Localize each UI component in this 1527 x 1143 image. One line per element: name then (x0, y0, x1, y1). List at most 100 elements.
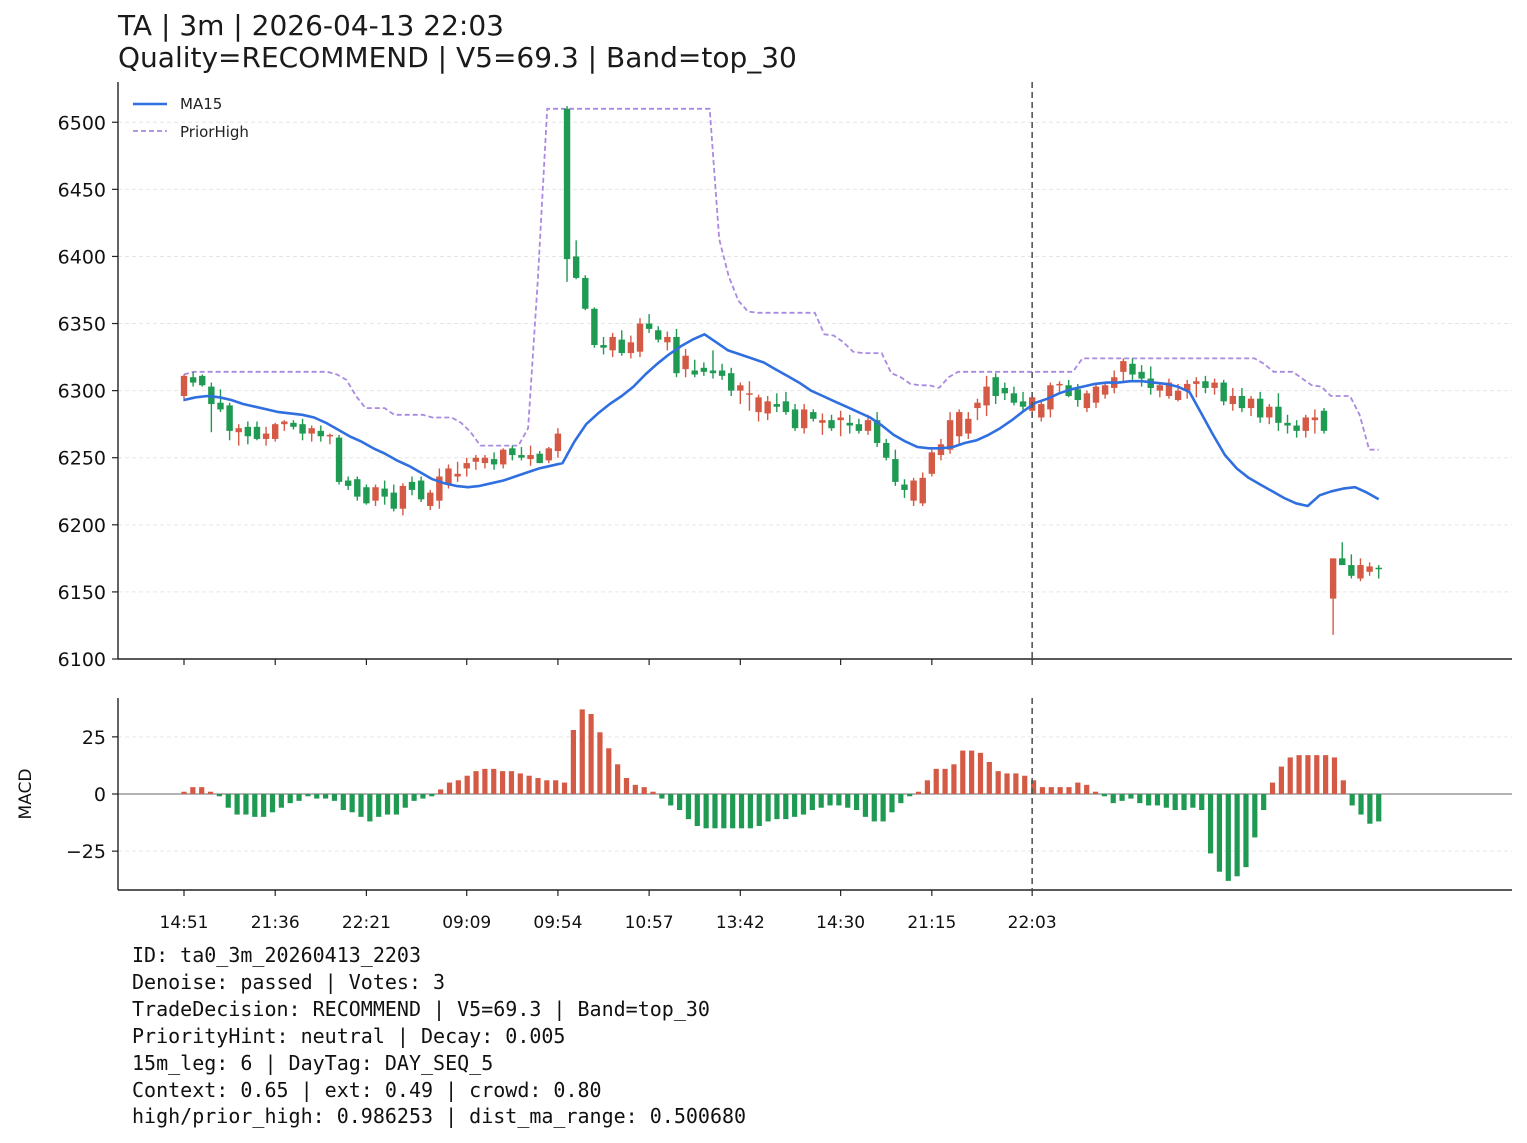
candle-body (755, 397, 762, 413)
macd-bar (1349, 794, 1355, 806)
candle (536, 451, 543, 464)
macd-bar (1137, 794, 1143, 804)
candle-body (290, 422, 297, 427)
macd-bar (1314, 755, 1320, 794)
x-tick-label: 09:54 (533, 913, 582, 933)
macd-bar (544, 780, 550, 794)
ma15-series (183, 333, 1380, 508)
candle (764, 395, 771, 421)
candle-body (1156, 385, 1164, 391)
candle-body (800, 409, 808, 429)
candle-body (281, 421, 288, 425)
candle-body (1247, 398, 1255, 409)
candle (864, 414, 872, 435)
candle (290, 420, 297, 430)
candle (180, 374, 188, 402)
ma15-line (183, 333, 1380, 508)
candle (1348, 554, 1355, 579)
macd-bar (632, 784, 638, 794)
candle-body (1193, 381, 1200, 384)
candle-body (180, 375, 188, 396)
macd-bar (358, 794, 364, 817)
candle-body (655, 330, 662, 340)
candle (417, 476, 425, 503)
candle (1202, 375, 1209, 394)
candle (1101, 382, 1109, 399)
macd-y-axis-label: MACD (16, 769, 36, 820)
candle-body (974, 402, 981, 409)
candle (664, 331, 671, 351)
macd-y-tick-label: 25 (82, 727, 106, 749)
candle (509, 445, 516, 461)
candle-body (1275, 406, 1282, 423)
candle-body (636, 323, 644, 352)
candle-body (1074, 389, 1081, 401)
candle-body (509, 448, 516, 456)
macd-bar (668, 794, 674, 806)
candle-body (226, 405, 233, 431)
candle (965, 412, 972, 439)
candle-body (500, 449, 507, 465)
candle-body (1165, 382, 1173, 396)
candle-body (454, 473, 461, 477)
macd-bar (517, 773, 523, 794)
x-tick-label: 21:15 (907, 913, 956, 933)
legend-ma15-label: MA15 (180, 95, 222, 113)
candle (490, 452, 498, 470)
info-line: PriorityHint: neutral | Decay: 0.005 (132, 1023, 566, 1048)
macd-bar (889, 794, 895, 813)
price-y-tick-label: 6400 (58, 246, 106, 268)
macd-bar (287, 794, 293, 804)
candle-body (308, 428, 315, 434)
macd-bar (402, 794, 408, 808)
candle (1038, 400, 1045, 422)
candle-body (819, 420, 826, 423)
macd-bar (898, 794, 904, 804)
candle (591, 307, 598, 348)
candle (1375, 565, 1382, 579)
info-line: 15m_leg: 6 | DayTag: DAY_SEQ_5 (132, 1050, 494, 1075)
macd-bar (579, 709, 585, 794)
candle (1184, 379, 1191, 399)
macd-bar (570, 730, 576, 794)
macd-bars (181, 709, 1382, 881)
macd-bar (438, 789, 444, 794)
x-tick-label: 22:21 (342, 913, 391, 933)
candle (828, 414, 835, 431)
macd-bar (792, 794, 798, 817)
candle-body (1092, 386, 1100, 403)
macd-bar (261, 794, 267, 817)
candle (281, 420, 288, 431)
candle-body (782, 401, 790, 413)
macd-y-tick-label: 0 (94, 784, 106, 806)
candle-body (1001, 387, 1008, 394)
macd-bar (800, 794, 807, 815)
macd-bar (464, 775, 470, 794)
candle (1339, 542, 1346, 566)
macd-bar (1225, 794, 1231, 881)
candle (928, 449, 936, 477)
candle-body (1238, 395, 1246, 409)
macd-bar (738, 794, 745, 829)
macd-bar (951, 764, 957, 794)
candle (627, 335, 635, 359)
candle-body (1329, 558, 1337, 599)
macd-bar (1252, 794, 1258, 838)
legend: MA15 PriorHigh (133, 95, 249, 141)
macd-bar (818, 794, 824, 808)
candle (873, 412, 881, 447)
candle-body (1339, 558, 1346, 566)
candle (883, 438, 890, 461)
macd-bar (641, 787, 647, 794)
candle (189, 371, 197, 387)
macd-bar (314, 794, 320, 799)
candle (545, 446, 552, 464)
candle-body (381, 488, 388, 497)
candle (372, 484, 379, 507)
candle-body (791, 409, 799, 429)
macd-bar (1092, 791, 1099, 794)
macd-bar (1066, 787, 1072, 794)
candle (992, 373, 999, 405)
candle (299, 418, 306, 441)
x-tick-label: 14:51 (160, 913, 209, 933)
